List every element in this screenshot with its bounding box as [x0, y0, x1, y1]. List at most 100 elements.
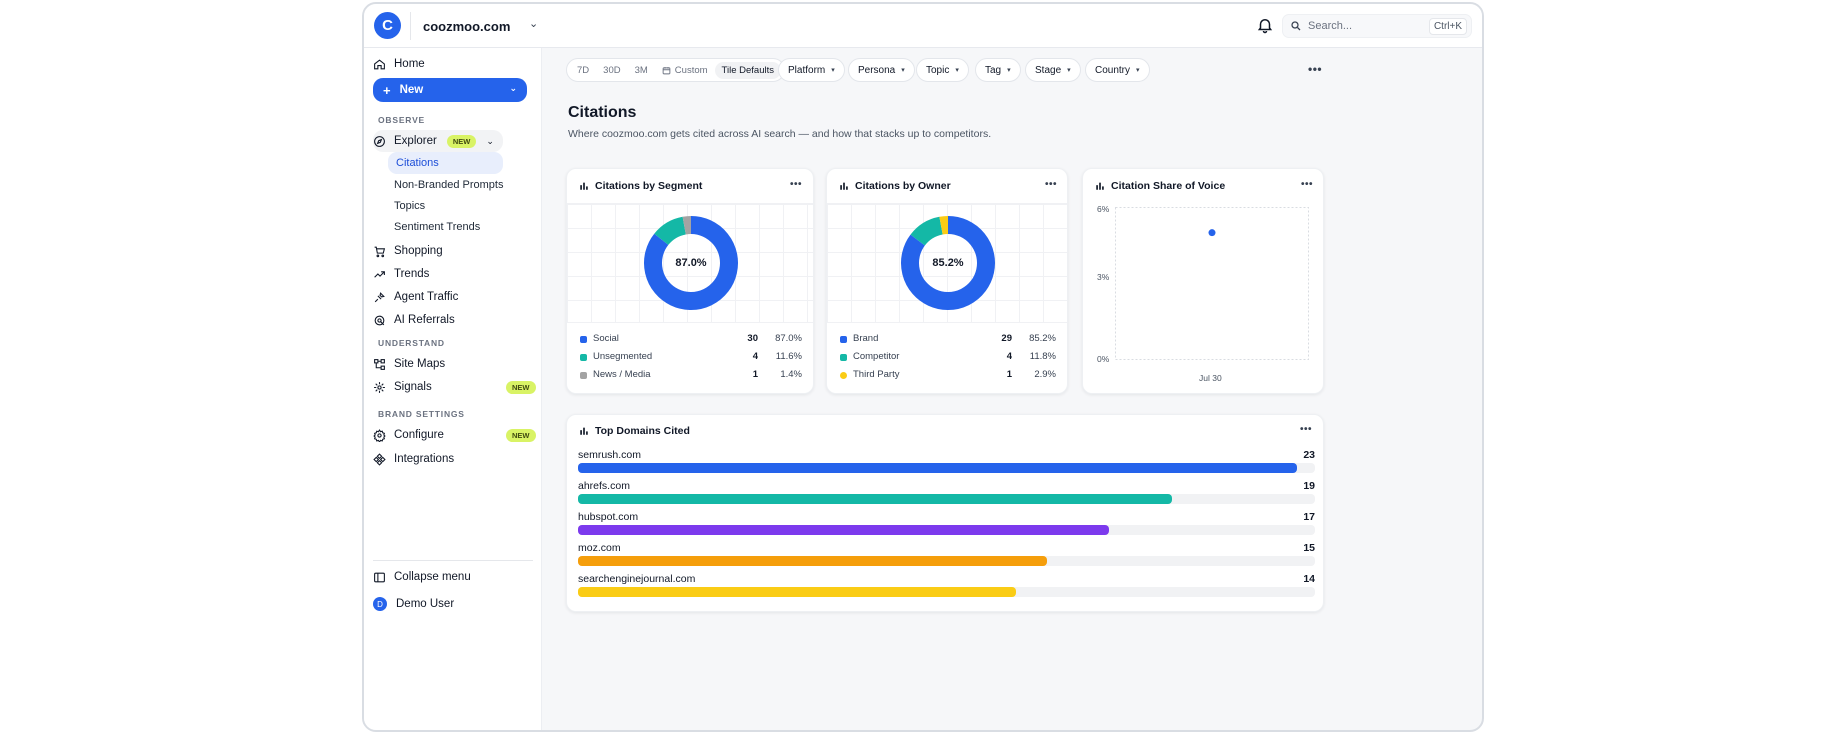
domain-bar[interactable] [578, 587, 1016, 597]
sidebar-item-topics[interactable]: Topics [394, 195, 425, 217]
donut-slice-third-party[interactable] [939, 216, 949, 235]
legend-count: 30 [747, 333, 758, 344]
persona-filter[interactable]: Persona ▾ [848, 58, 915, 82]
platform-filter[interactable]: Platform ▾ [778, 58, 845, 82]
scatter-point[interactable] [1208, 229, 1216, 237]
sidebar-item-non-branded-prompts[interactable]: Non-Branded Prompts [394, 174, 503, 196]
topic-filter[interactable]: Topic ▾ [916, 58, 969, 82]
tag-filter[interactable]: Tag ▾ [975, 58, 1021, 82]
stage-filter[interactable]: Stage ▾ [1025, 58, 1081, 82]
sidebar-item-label: Signals [394, 381, 432, 393]
donut-slice-competitor[interactable] [910, 216, 944, 246]
main-content: 7D 30D 3M Custom Tile Defaults Platform ▾… [542, 48, 1482, 730]
card-title-text: Citations by Owner [855, 180, 951, 192]
search-shortcut: Ctrl+K [1428, 18, 1467, 35]
sidebar-collapse-icon [374, 572, 385, 582]
bar-chart-icon [580, 182, 588, 190]
chevron-down-icon[interactable]: ⌄ [529, 18, 539, 30]
sidebar-item-label: Site Maps [394, 358, 446, 370]
sidebar-item-explorer[interactable]: Explorer NEW ⌄ [373, 130, 494, 152]
card-title: Top Domains Cited [579, 425, 690, 437]
top-bar: C coozmoo.com ⌄ Search... Ctrl+K [364, 4, 1482, 48]
legend-count: 4 [752, 351, 758, 362]
user-menu[interactable]: D Demo User [373, 593, 454, 615]
more-options-icon[interactable]: ••• [1301, 179, 1314, 190]
domain-bar-row: semrush.com 23 [578, 449, 1315, 479]
chevron-down-icon[interactable]: ⌄ [509, 83, 517, 93]
donut-slice-brand[interactable] [901, 216, 995, 310]
owner-donut-chart [901, 216, 995, 310]
card-title: Citations by Segment [579, 180, 702, 192]
domain-count: 19 [1303, 480, 1315, 492]
domain-count: 17 [1303, 511, 1315, 523]
range-7d[interactable]: 7D [577, 64, 590, 76]
more-options-icon[interactable]: ••• [1300, 424, 1313, 435]
sidebar: Home + New ⌄ OBSERVE Explorer NEW ⌄ Cita… [364, 48, 542, 730]
sidebar-item-label: Topics [394, 200, 426, 212]
legend-count: 1 [752, 369, 758, 380]
search-icon [1291, 21, 1301, 31]
range-30d[interactable]: 30D [603, 64, 621, 76]
range-3m[interactable]: 3M [634, 64, 648, 76]
sidebar-item-trends[interactable]: Trends [373, 263, 429, 285]
sidebar-item-signals[interactable]: Signals NEW [373, 376, 536, 398]
card-title-text: Citations by Segment [595, 180, 703, 192]
card-citations-by-segment: Citations by Segment ••• 87.0% Social 30… [566, 168, 814, 394]
donut-slice-news-media[interactable] [682, 216, 692, 235]
topbar-divider [410, 12, 411, 40]
bell-icon[interactable] [1256, 16, 1274, 34]
card-title-text: Citation Share of Voice [1111, 180, 1226, 192]
brand-logo[interactable]: C [374, 12, 401, 39]
more-options-icon[interactable]: ••• [1045, 179, 1058, 190]
sidebar-item-sentiment-trends[interactable]: Sentiment Trends [394, 216, 480, 238]
plus-icon: + [383, 82, 391, 98]
legend-percent: 11.6% [775, 351, 802, 362]
sidebar-item-home[interactable]: Home [373, 53, 425, 75]
card-title: Citations by Owner [839, 180, 951, 192]
legend-swatch [580, 372, 587, 379]
domain-count: 14 [1303, 573, 1315, 585]
new-badge: NEW [506, 380, 536, 394]
donut-slice-unsegmented[interactable] [654, 216, 687, 246]
legend-percent: 85.2% [1029, 333, 1056, 344]
sidebar-item-site-maps[interactable]: Site Maps [373, 353, 445, 375]
country-filter[interactable]: Country ▾ [1085, 58, 1150, 82]
calendar-icon [662, 66, 671, 74]
org-switcher-label[interactable]: coozmoo.com [423, 19, 511, 34]
sidebar-item-label: Configure [394, 429, 444, 441]
legend-percent: 11.8% [1029, 351, 1056, 362]
tile-defaults-button[interactable]: Tile Defaults [714, 61, 781, 79]
chevron-down-icon: ▾ [955, 67, 959, 74]
sidebar-item-citations[interactable]: Citations [388, 152, 503, 174]
sidebar-item-ai-referrals[interactable]: AI Referrals [373, 309, 455, 331]
more-options-icon[interactable]: ••• [1308, 62, 1323, 76]
filter-label: Platform [788, 64, 826, 76]
sidebar-item-agent-traffic[interactable]: Agent Traffic [373, 286, 458, 308]
range-custom[interactable]: Custom [655, 62, 715, 79]
domain-bar[interactable] [578, 525, 1110, 535]
sidebar-item-integrations[interactable]: Integrations [373, 448, 454, 470]
app-window: C coozmoo.com ⌄ Search... Ctrl+K Home + … [362, 2, 1484, 732]
search-input[interactable]: Search... Ctrl+K [1282, 14, 1472, 38]
collapse-menu-button[interactable]: Collapse menu [373, 566, 471, 588]
donut-slice-social[interactable] [644, 216, 738, 310]
integrations-icon [373, 452, 386, 466]
legend-swatch [840, 372, 847, 379]
domain-bar[interactable] [578, 494, 1172, 504]
sidebar-divider [373, 560, 533, 561]
compass-icon [374, 135, 385, 147]
new-button-label: New [399, 84, 424, 96]
domain-bar-row: moz.com 15 [578, 542, 1315, 572]
more-options-icon[interactable]: ••• [790, 179, 803, 190]
section-observe: OBSERVE [378, 115, 426, 125]
gear-icon [373, 428, 386, 442]
domain-bar[interactable] [578, 556, 1047, 566]
new-button[interactable]: + New ⌄ [373, 78, 527, 102]
sidebar-item-shopping[interactable]: Shopping [373, 240, 443, 262]
legend-row: Third Party 1 2.9% [840, 369, 1056, 383]
chevron-down-icon[interactable]: ⌄ [486, 135, 494, 146]
sidebar-item-configure[interactable]: Configure NEW [373, 424, 536, 446]
segment-donut-chart [644, 216, 738, 310]
domain-bar[interactable] [578, 463, 1298, 473]
legend-count: 29 [1001, 333, 1012, 344]
